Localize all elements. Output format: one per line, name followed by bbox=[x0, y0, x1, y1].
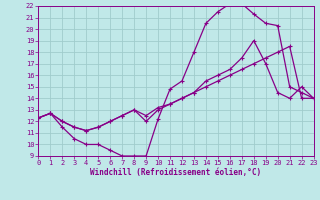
X-axis label: Windchill (Refroidissement éolien,°C): Windchill (Refroidissement éolien,°C) bbox=[91, 168, 261, 177]
